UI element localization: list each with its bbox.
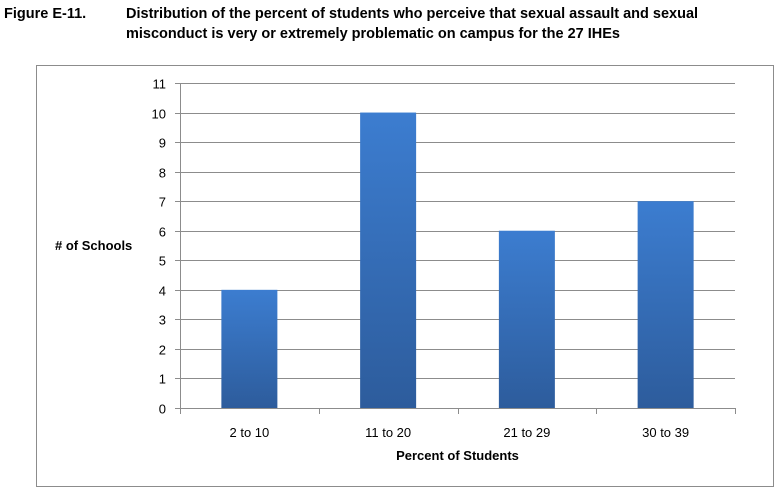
tick-labels: 0 1 2 3 4 5 6 7 8 9 10 11 2 to 10 11 to 20 21 to 29 30 … <box>152 77 690 441</box>
x-tick-label-3: 21 to 29 <box>503 425 550 440</box>
y-tick-label-4: 4 <box>159 284 166 299</box>
y-tick-label-5: 5 <box>159 254 166 269</box>
y-tick-label-10: 10 <box>152 107 166 122</box>
bar-3 <box>498 230 555 408</box>
bars <box>221 112 694 408</box>
y-tick-label-11: 11 <box>153 77 167 92</box>
x-axis-title: Percent of Students <box>396 448 519 463</box>
figure-label: Figure E-11. <box>4 6 87 22</box>
bar-1 <box>221 289 278 408</box>
x-tick-label-1: 2 to 10 <box>229 425 269 440</box>
x-tick-label-2: 11 to 20 <box>365 425 411 440</box>
axes <box>175 83 736 414</box>
y-tick-label-1: 1 <box>159 372 166 387</box>
bar-2 <box>360 112 417 408</box>
x-tick-label-4: 30 to 39 <box>642 425 689 440</box>
y-tick-label-7: 7 <box>159 195 166 210</box>
bar-4 <box>637 201 694 408</box>
y-tick-label-3: 3 <box>159 313 166 328</box>
y-tick-label-2: 2 <box>159 343 166 358</box>
y-tick-label-8: 8 <box>159 166 166 181</box>
chart-frame <box>36 65 774 487</box>
figure-title: Distribution of the percent of students … <box>126 6 699 42</box>
y-tick-label-6: 6 <box>159 225 166 240</box>
y-tick-label-9: 9 <box>159 136 166 151</box>
y-axis-title: # of Schools <box>55 238 132 253</box>
y-tick-label-0: 0 <box>159 402 166 417</box>
